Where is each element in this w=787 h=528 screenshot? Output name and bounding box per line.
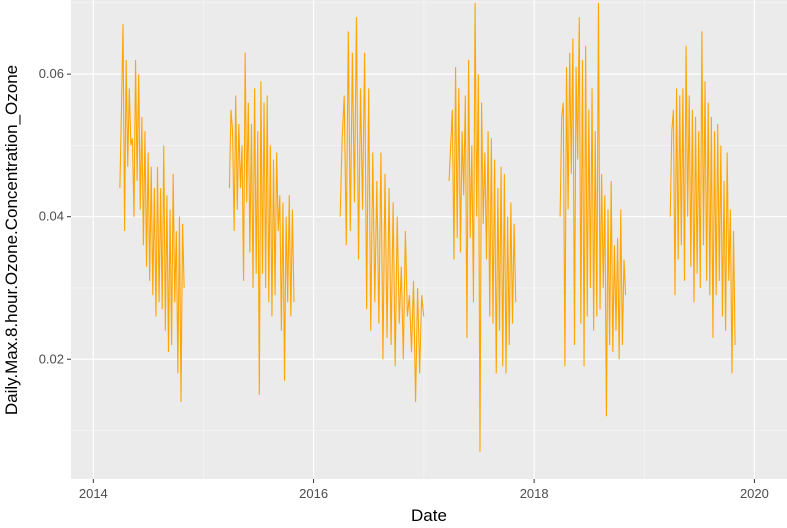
y-tick-label: 0.02	[39, 351, 64, 366]
y-axis-ticks: 0.02 0.04 0.06	[39, 66, 71, 366]
season-line	[448, 2, 517, 452]
season-line	[119, 24, 185, 403]
x-axis-ticks: 2014 2016 2018 2020	[79, 479, 769, 501]
ozone-series	[119, 2, 736, 452]
season-line	[669, 31, 736, 374]
season-line	[559, 2, 627, 417]
x-tick-label: 2014	[79, 486, 108, 501]
season-line	[339, 17, 425, 403]
y-tick-label: 0.04	[39, 209, 64, 224]
x-tick-label: 2020	[740, 486, 769, 501]
x-axis-title: Date	[411, 506, 447, 525]
x-tick-label: 2018	[520, 486, 549, 501]
y-tick-label: 0.06	[39, 66, 64, 81]
plot-panel-background	[71, 0, 787, 479]
x-tick-label: 2016	[299, 486, 328, 501]
season-line	[228, 52, 295, 395]
y-axis-title: Daily.Max.8.hour.Ozone.Concentration_Ozo…	[2, 65, 21, 415]
grid-lines	[71, 0, 787, 479]
